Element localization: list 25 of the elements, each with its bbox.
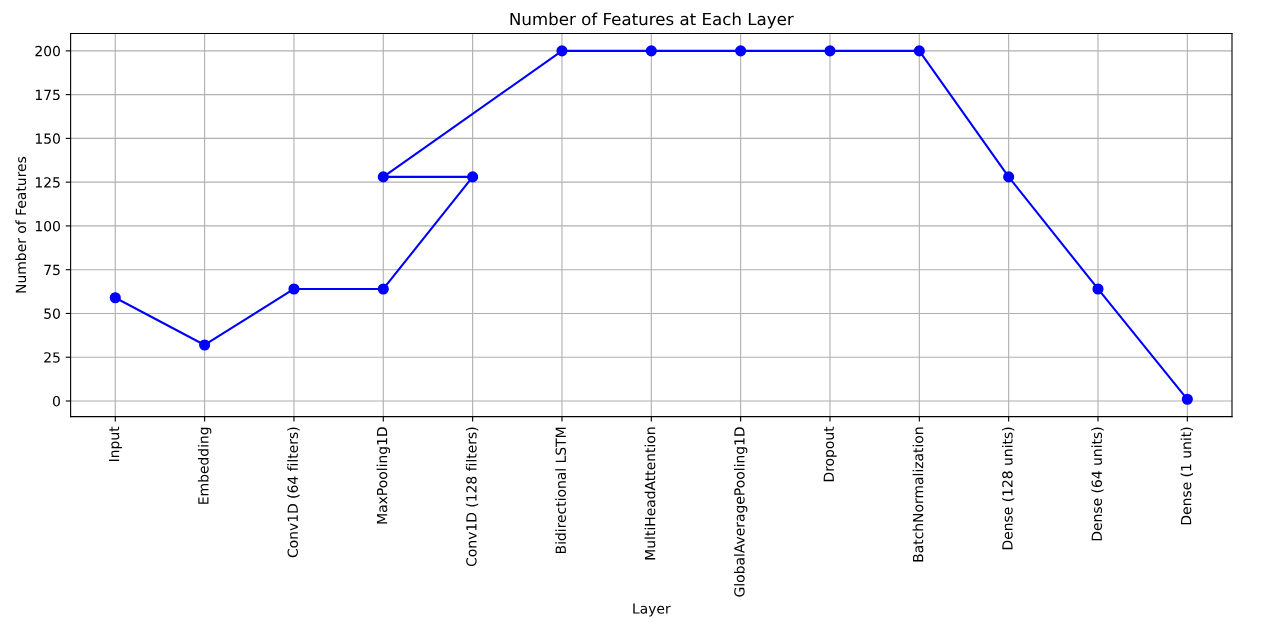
x-tick-label: Dropout bbox=[823, 426, 837, 482]
x-tick-label: Embedding bbox=[197, 427, 212, 504]
y-axis-title: Number of Features bbox=[15, 156, 27, 293]
y-tick-label: 125 bbox=[35, 177, 60, 188]
x-tick-label: Bidirectional LSTM bbox=[555, 427, 566, 554]
x-axis-title: Layer bbox=[633, 603, 671, 617]
x-tick-label: Conv1D (64 filters) bbox=[287, 427, 300, 558]
y-tick-label: 25 bbox=[44, 352, 60, 363]
y-tick-label: 100 bbox=[35, 220, 60, 232]
x-tick-label: GlobalAveragePooling1D bbox=[733, 427, 748, 597]
x-tick-label: Dense (64 units) bbox=[1091, 427, 1104, 541]
x-tick-label: Conv1D (128 filters) bbox=[465, 427, 479, 567]
y-tick-label: 175 bbox=[35, 89, 60, 101]
chart-title: Number of Features at Each Layer bbox=[510, 12, 794, 29]
y-tick-label: 50 bbox=[44, 308, 60, 319]
y-tick-label: 150 bbox=[35, 133, 60, 144]
x-tick-label: Dense (128 units) bbox=[1001, 427, 1015, 550]
y-tick-label: 200 bbox=[35, 45, 60, 57]
x-tick-label: MaxPooling1D bbox=[376, 427, 391, 524]
y-tick-label: 75 bbox=[44, 264, 60, 276]
x-tick-label: Dense (1 unit) bbox=[1180, 427, 1193, 525]
y-tick-label: 0 bbox=[52, 395, 60, 407]
x-tick-label: Input bbox=[108, 426, 123, 461]
x-tick-label: MultiHeadAttention bbox=[644, 427, 656, 560]
x-tick-label: BatchNormalization bbox=[912, 427, 924, 562]
